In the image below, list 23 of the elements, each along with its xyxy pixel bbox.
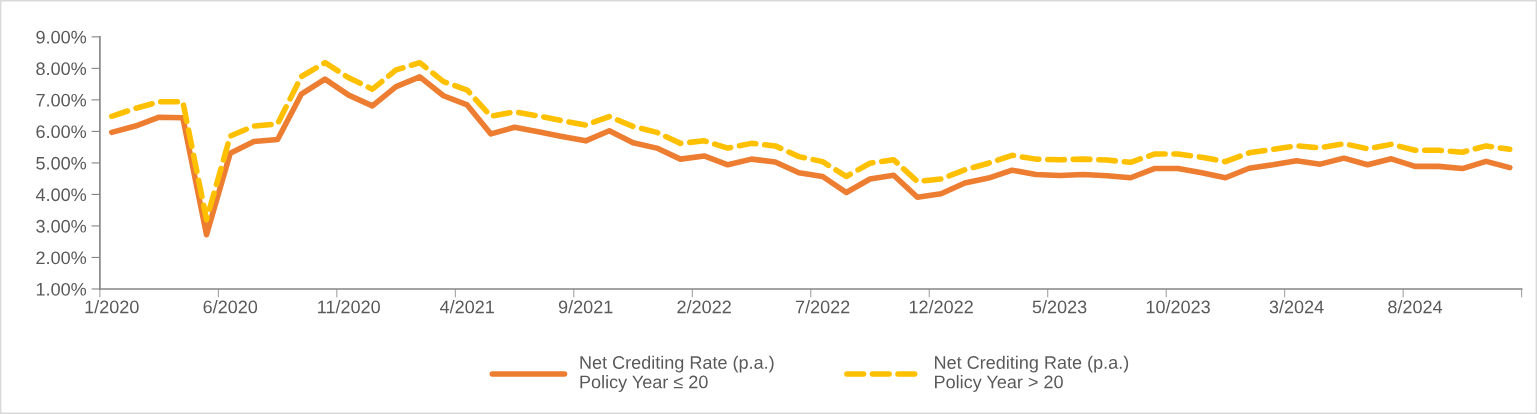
- y-tick-label: 5.00%: [36, 156, 87, 170]
- x-tick-label: 12/2022: [909, 300, 973, 314]
- y-tick-label: 4.00%: [35, 188, 87, 202]
- x-tick-label: 2/2022: [677, 300, 731, 314]
- x-tick-label: 1/2020: [85, 300, 139, 314]
- y-tick-label: 7.00%: [36, 93, 87, 107]
- y-tick-label: 1.00%: [36, 282, 87, 296]
- x-tick-label: 11/2020: [318, 300, 380, 314]
- x-tick-label: 8/2024: [1388, 300, 1443, 314]
- y-tick-label: 2.00%: [36, 251, 87, 265]
- y-tick-label: 3.00%: [36, 219, 87, 233]
- x-tick-label: 3/2024: [1269, 300, 1324, 314]
- x-tick-label: 5/2023: [1032, 300, 1087, 314]
- x-tick-label: 7/2022: [795, 300, 850, 314]
- y-tick-label: 9.00%: [36, 30, 87, 44]
- y-tick-label: 6.00%: [36, 125, 87, 139]
- x-tick-label: 6/2020: [203, 300, 258, 314]
- legend-label: Net Crediting Rate (p.a.) Policy Year > 20: [935, 355, 1129, 392]
- y-tick-label: 8.00%: [36, 62, 87, 76]
- x-tick-label: 9/2021: [558, 300, 613, 314]
- legend-label: Net Crediting Rate (p.a.) Policy Year ≤ 20: [580, 355, 774, 392]
- x-tick-label: 4/2021: [439, 300, 494, 314]
- x-tick-label: 10/2023: [1146, 300, 1210, 314]
